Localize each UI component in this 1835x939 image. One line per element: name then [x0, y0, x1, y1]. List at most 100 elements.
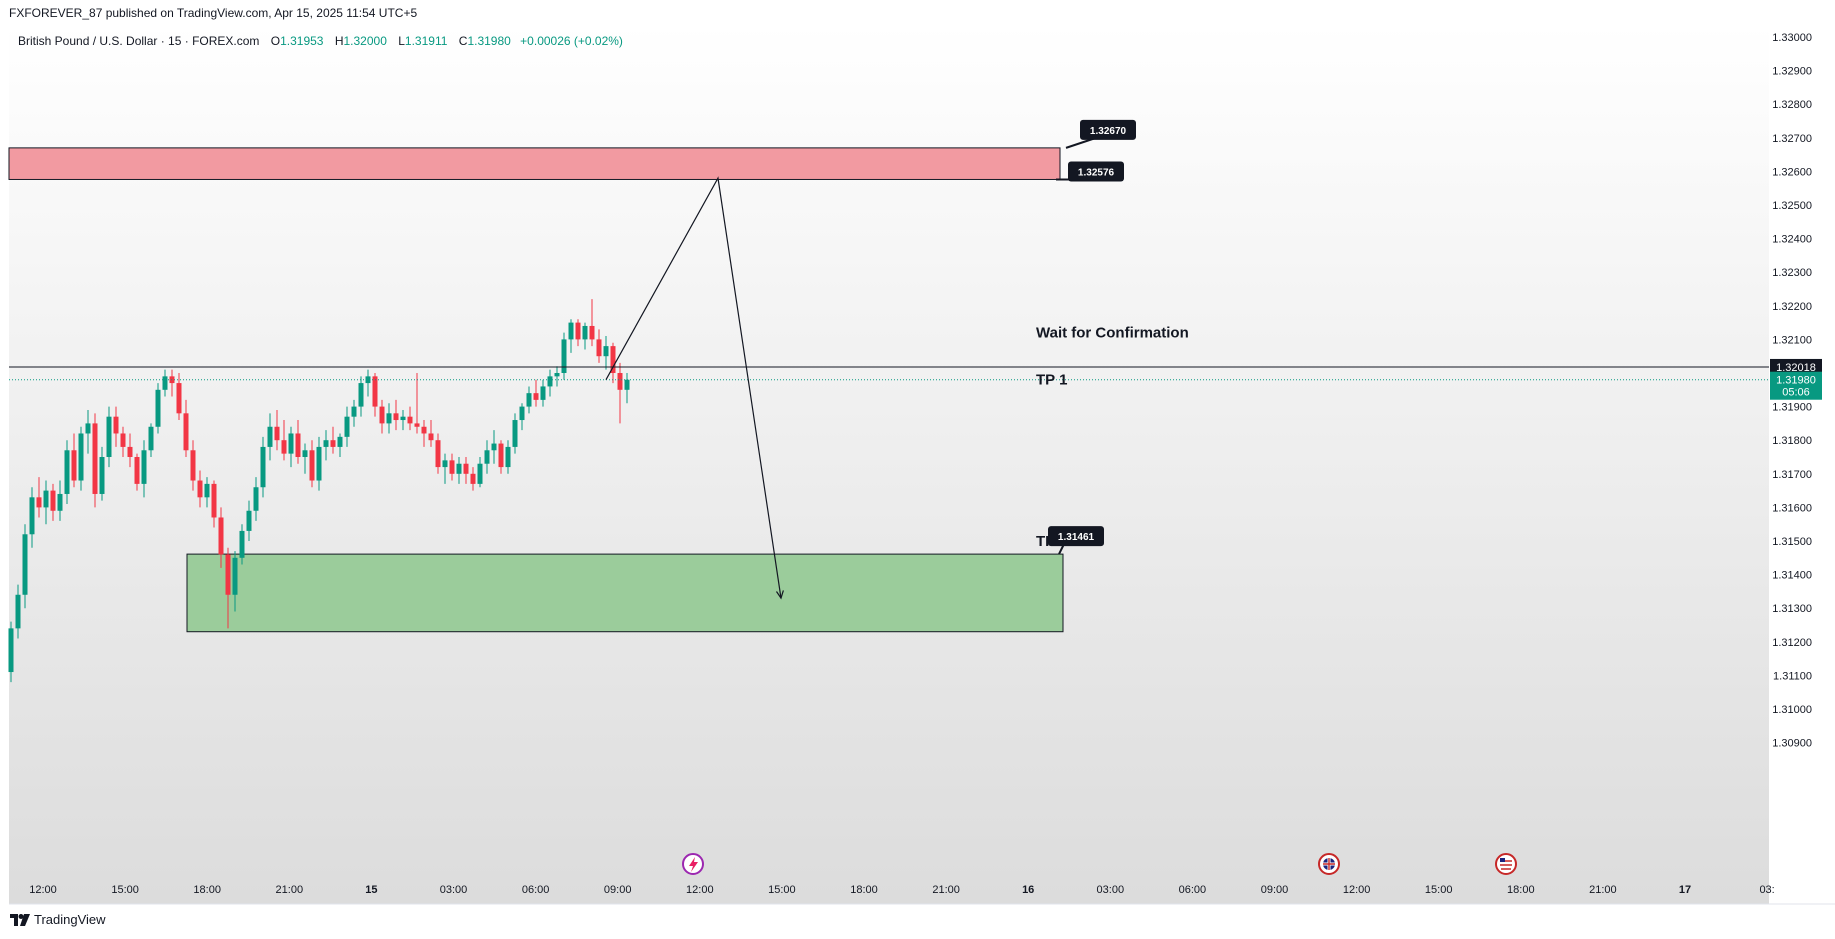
candle: [470, 467, 476, 491]
open-label: O: [270, 34, 281, 48]
candle-body: [71, 450, 77, 481]
path-arrowhead: [775, 590, 784, 600]
candle-body: [113, 416, 119, 434]
candle: [36, 477, 42, 518]
candle-body: [505, 446, 511, 468]
time-tick-label: 17: [1679, 884, 1691, 896]
open-value: 1.31953: [280, 34, 324, 48]
candle-body: [176, 383, 182, 414]
candle: [134, 453, 140, 491]
time-tick-label: 18:00: [1507, 884, 1535, 896]
candle: [596, 329, 602, 363]
candle-body: [309, 450, 315, 481]
candle-body: [204, 483, 210, 498]
candle: [295, 420, 301, 464]
demand-zone[interactable]: [186, 553, 1064, 633]
candle: [141, 440, 147, 498]
candle-body: [344, 416, 350, 437]
candle-body: [141, 450, 147, 484]
tradingview-logo[interactable]: TradingView: [10, 912, 106, 927]
candle-body: [246, 510, 252, 531]
candle: [519, 403, 525, 431]
candle-body: [211, 483, 217, 518]
candle: [204, 477, 210, 508]
candle-body: [449, 460, 455, 474]
candle-body: [456, 463, 462, 474]
level-price-tag-bg: [1770, 358, 1822, 375]
supply-zone[interactable]: [8, 147, 1061, 180]
candle: [162, 369, 168, 397]
price-tick-label: 1.31100: [1773, 670, 1812, 682]
candle-body: [183, 413, 189, 451]
price-callout[interactable]: 1.32576: [1056, 161, 1124, 182]
candle-body: [442, 460, 448, 468]
candle: [267, 413, 273, 461]
candle-body: [379, 406, 385, 424]
candle-body: [29, 497, 35, 535]
candle: [183, 399, 189, 457]
candle-body: [22, 534, 28, 595]
tp1-label[interactable]: TP 1: [1036, 372, 1067, 389]
candle: [386, 403, 392, 434]
candle-body: [85, 423, 91, 434]
callout-box: [1048, 526, 1104, 547]
candle-body: [561, 339, 567, 373]
candle: [78, 426, 84, 491]
candle-body: [50, 490, 56, 511]
candle-body: [302, 450, 308, 457]
candle-body: [393, 413, 399, 421]
price-callout[interactable]: 1.31461: [1048, 526, 1104, 555]
wait-for-confirmation-label[interactable]: Wait for Confirmation: [1036, 325, 1189, 342]
candle: [120, 426, 126, 457]
callout-price-label: 1.32576: [1078, 167, 1115, 178]
time-tick-label: 21:00: [1589, 884, 1617, 896]
price-tick-label: 1.32500: [1772, 200, 1812, 212]
candle: [337, 433, 343, 457]
change-value: +0.00026 (+0.02%): [520, 34, 623, 48]
bar-countdown-text: 05:06: [1782, 387, 1810, 399]
candle: [554, 366, 560, 387]
candle-body: [568, 322, 574, 340]
candle: [239, 524, 245, 565]
candle-body: [295, 433, 301, 457]
event-lightning-icon[interactable]: [682, 853, 704, 875]
candle: [260, 436, 266, 498]
candle-body: [281, 440, 287, 454]
time-tick-label: 16: [1022, 884, 1034, 896]
candle: [127, 433, 133, 468]
candle-body: [8, 628, 14, 673]
price-tick-label: 1.31700: [1772, 469, 1812, 481]
candle-body: [218, 517, 224, 555]
candle: [106, 406, 112, 468]
candlestick-series: [8, 299, 630, 683]
candle: [316, 436, 322, 491]
candle-body: [330, 440, 336, 447]
candle-body: [155, 389, 161, 427]
time-axis[interactable]: 12:00 15:00 18:00 21:00 15 03:00 06:00 09:00 12:…: [29, 884, 1775, 896]
candle: [274, 409, 280, 451]
candle: [155, 383, 161, 434]
candle-body: [463, 463, 469, 474]
candle: [50, 483, 56, 521]
candle: [169, 369, 175, 397]
projected-path[interactable]: [605, 176, 782, 599]
candle: [512, 413, 518, 454]
event-uk-flag-icon[interactable]: [1318, 853, 1340, 875]
price-callout[interactable]: 1.32670: [1065, 119, 1136, 149]
candle: [281, 420, 287, 461]
price-tick-label: 1.31500: [1772, 536, 1812, 548]
candle: [246, 500, 252, 541]
price-tick-label: 1.32600: [1772, 166, 1812, 178]
time-tick-label: 06:00: [522, 884, 550, 896]
candle-body: [127, 446, 133, 457]
candle-body: [407, 416, 413, 424]
candle: [225, 547, 231, 629]
candle-body: [260, 446, 266, 488]
event-us-flag-icon[interactable]: [1495, 853, 1517, 875]
candle-body: [400, 416, 406, 421]
symbol-description[interactable]: British Pound / U.S. Dollar · 15 · FOREX…: [18, 34, 260, 48]
candle-body: [15, 594, 21, 629]
candle-body: [386, 413, 392, 424]
candle-body: [617, 373, 623, 390]
